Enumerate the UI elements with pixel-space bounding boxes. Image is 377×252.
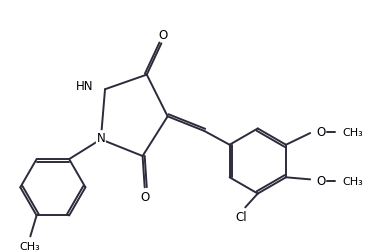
Text: O: O bbox=[159, 28, 168, 42]
Text: CH₃: CH₃ bbox=[343, 176, 363, 186]
Text: HN: HN bbox=[76, 79, 93, 92]
Text: O: O bbox=[140, 190, 149, 203]
Text: O: O bbox=[316, 174, 326, 187]
Text: CH₃: CH₃ bbox=[19, 241, 40, 250]
Text: CH₃: CH₃ bbox=[343, 127, 363, 137]
Text: N: N bbox=[97, 131, 105, 144]
Text: Cl: Cl bbox=[235, 210, 247, 223]
Text: O: O bbox=[316, 126, 326, 139]
